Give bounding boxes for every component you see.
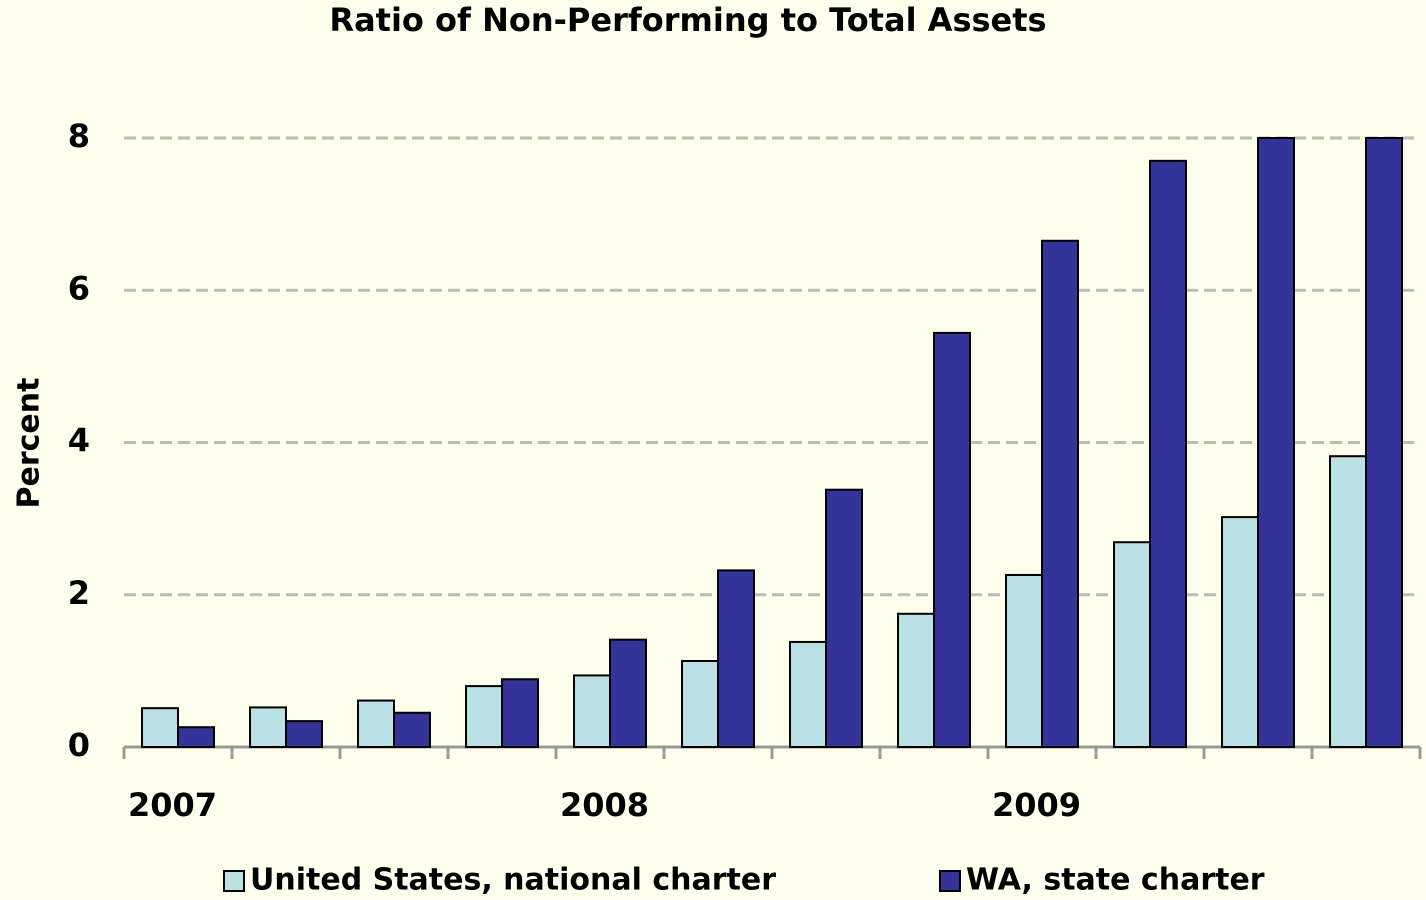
y-axis-label: Percent	[12, 378, 47, 509]
bar	[465, 685, 503, 748]
bar	[1221, 516, 1259, 748]
y-tick-label: 2	[68, 574, 90, 612]
bar	[1041, 239, 1079, 749]
y-tick-label: 8	[68, 117, 90, 155]
legend-label: WA, state charter	[966, 863, 1265, 898]
bar	[681, 659, 719, 749]
bar	[825, 488, 863, 748]
bar	[897, 612, 935, 748]
bar	[141, 707, 179, 749]
x-tick-label: 2009	[992, 786, 1081, 824]
legend-swatch	[223, 870, 245, 892]
bar	[1005, 573, 1043, 749]
y-tick-label: 4	[68, 422, 90, 460]
bar	[1257, 137, 1295, 748]
bar	[285, 720, 323, 748]
bar	[609, 638, 647, 749]
legend-swatch	[939, 870, 961, 892]
x-tick-label: 2007	[128, 786, 217, 824]
y-tick-label: 0	[68, 726, 90, 764]
bar	[933, 331, 971, 748]
chart-title: Ratio of Non-Performing to Total Assets	[329, 1, 1046, 39]
bar	[1149, 159, 1187, 748]
legend-label: United States, national charter	[250, 863, 776, 898]
bar	[1113, 541, 1151, 748]
bar	[717, 569, 755, 749]
bar	[1365, 137, 1403, 748]
x-tick-label: 2008	[560, 786, 649, 824]
bar	[249, 706, 287, 748]
bar	[789, 640, 827, 749]
bar	[573, 674, 611, 749]
bar	[501, 678, 539, 749]
bar	[177, 726, 215, 749]
bar	[357, 699, 395, 748]
bar	[1329, 455, 1367, 748]
bar	[393, 711, 431, 749]
y-tick-label: 6	[68, 269, 90, 307]
